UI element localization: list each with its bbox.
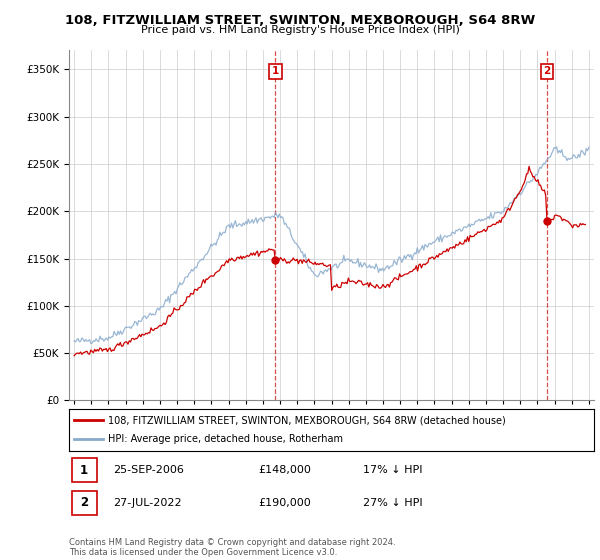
Text: £190,000: £190,000 [258,498,311,508]
Text: 108, FITZWILLIAM STREET, SWINTON, MEXBOROUGH, S64 8RW (detached house): 108, FITZWILLIAM STREET, SWINTON, MEXBOR… [109,415,506,425]
Text: 25-SEP-2006: 25-SEP-2006 [113,465,185,475]
Text: 108, FITZWILLIAM STREET, SWINTON, MEXBOROUGH, S64 8RW: 108, FITZWILLIAM STREET, SWINTON, MEXBOR… [65,14,535,27]
Text: £148,000: £148,000 [258,465,311,475]
Text: 2: 2 [80,497,88,510]
Text: 27% ↓ HPI: 27% ↓ HPI [363,498,422,508]
Text: 2: 2 [544,66,551,76]
FancyBboxPatch shape [71,491,97,515]
Text: 1: 1 [272,66,279,76]
Text: 17% ↓ HPI: 17% ↓ HPI [363,465,422,475]
Text: Price paid vs. HM Land Registry's House Price Index (HPI): Price paid vs. HM Land Registry's House … [140,25,460,35]
Text: 27-JUL-2022: 27-JUL-2022 [113,498,182,508]
Text: 1: 1 [80,464,88,477]
Text: HPI: Average price, detached house, Rotherham: HPI: Average price, detached house, Roth… [109,435,343,445]
Text: Contains HM Land Registry data © Crown copyright and database right 2024.
This d: Contains HM Land Registry data © Crown c… [69,538,395,557]
FancyBboxPatch shape [71,459,97,482]
